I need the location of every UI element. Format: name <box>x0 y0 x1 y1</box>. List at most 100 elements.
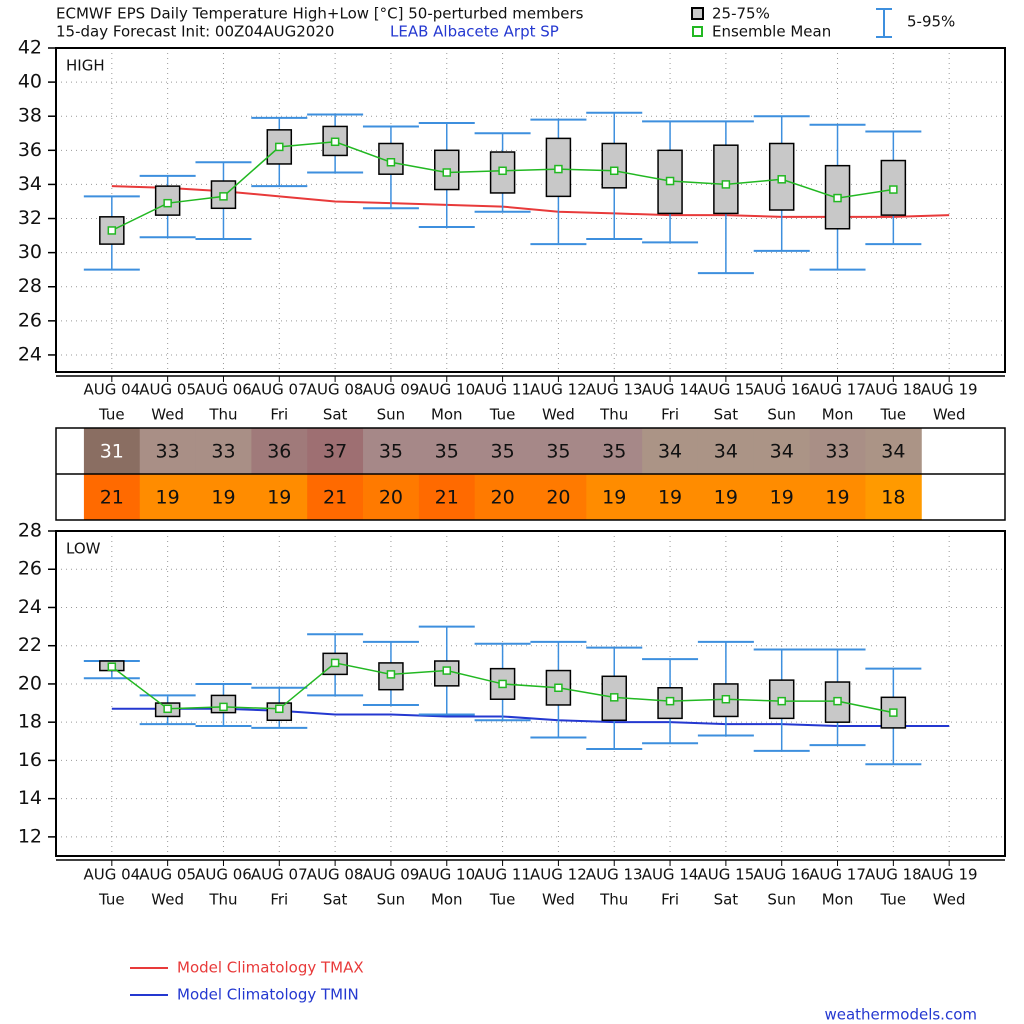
x-weekday-label: Thu <box>208 406 237 424</box>
mean-marker <box>721 694 731 704</box>
mean-marker <box>163 704 172 714</box>
x-tick-label: AUG 07 <box>251 381 308 399</box>
x-tick-label: AUG 08 <box>307 866 364 884</box>
y-tick-label: 36 <box>18 139 42 161</box>
table-value: 19 <box>770 487 794 509</box>
mean-marker <box>554 164 563 174</box>
legend-whisker-label: 5-95% <box>907 13 955 31</box>
table-value: 35 <box>379 441 403 463</box>
table-cell <box>753 474 811 520</box>
table-value: 35 <box>490 441 514 463</box>
mean-marker <box>833 193 842 203</box>
x-weekday-label: Sat <box>714 891 739 909</box>
mean-marker <box>777 175 786 184</box>
x-weekday-label: Fri <box>661 406 679 424</box>
table-cell <box>195 428 252 474</box>
y-tick-label: 38 <box>18 105 42 127</box>
table-cell <box>307 428 364 474</box>
y-tick-label: 24 <box>18 596 42 618</box>
panel-label: HIGH <box>66 57 105 75</box>
y-tick-label: 32 <box>18 207 42 229</box>
table-cell <box>251 428 308 474</box>
iqr-box <box>713 144 739 215</box>
x-tick-label: AUG 11 <box>474 866 531 884</box>
y-tick-label: 30 <box>18 241 42 263</box>
x-tick-label: AUG 04 <box>83 866 140 884</box>
table-value: 19 <box>267 487 291 509</box>
table-cell <box>307 474 364 520</box>
legend-label: Model Climatology TMAX <box>177 959 364 977</box>
x-tick-label: AUG 10 <box>418 381 475 399</box>
table-value: 35 <box>602 441 626 463</box>
x-tick-label: AUG 12 <box>530 866 587 884</box>
table-cell <box>809 474 866 520</box>
legend-box-label: 25-75% <box>712 5 770 23</box>
x-tick-label: AUG 17 <box>809 381 866 399</box>
table-value: 34 <box>714 441 738 463</box>
x-weekday-label: Sun <box>767 406 796 424</box>
mean-marker <box>889 708 898 717</box>
x-weekday-label: Wed <box>542 406 575 424</box>
mean-marker <box>219 702 228 712</box>
y-tick-label: 20 <box>18 672 42 694</box>
table-cell <box>474 428 531 474</box>
footer: weathermodels.com <box>824 1006 977 1024</box>
table-value: 35 <box>435 441 459 463</box>
y-tick-label: 26 <box>18 309 42 331</box>
x-weekday-label: Sun <box>377 891 406 909</box>
x-weekday-label: Mon <box>822 406 854 424</box>
table-cell <box>865 474 922 520</box>
x-tick-label: AUG 18 <box>865 381 922 399</box>
mean-marker <box>665 696 675 706</box>
plot-frame <box>55 530 1006 857</box>
x-weekday-label: Sat <box>714 406 739 424</box>
table-value: 19 <box>211 487 235 509</box>
x-weekday-label: Fri <box>270 891 288 909</box>
x-tick-label: AUG 16 <box>753 866 810 884</box>
x-weekday-label: Tue <box>489 891 516 909</box>
panel-label: LOW <box>66 540 101 558</box>
x-tick-label: AUG 06 <box>195 381 252 399</box>
y-tick-label: 24 <box>18 343 42 365</box>
table-cell <box>865 428 922 474</box>
y-tick-label: 22 <box>18 634 42 656</box>
x-tick-label: AUG 19 <box>921 866 978 884</box>
iqr-box <box>657 687 683 720</box>
x-tick-label: AUG 05 <box>139 866 196 884</box>
mean-marker <box>833 696 842 706</box>
y-tick-label: 14 <box>18 787 42 809</box>
table-cell <box>418 474 476 520</box>
mean-marker <box>219 192 228 201</box>
x-weekday-label: Wed <box>151 406 184 424</box>
table-value: 36 <box>267 441 291 463</box>
y-tick-label: 40 <box>18 71 42 93</box>
table-value: 19 <box>156 487 180 509</box>
mean-marker <box>386 158 396 167</box>
mean-marker <box>275 142 284 152</box>
table-cell <box>697 474 755 520</box>
x-tick-label: AUG 13 <box>586 866 643 884</box>
y-tick-label: 28 <box>18 275 42 297</box>
table-cell <box>809 428 866 474</box>
x-weekday-label: Sun <box>377 406 406 424</box>
legend-mean-label: Ensemble Mean <box>712 23 831 41</box>
x-weekday-label: Mon <box>822 891 854 909</box>
table-cell <box>530 428 587 474</box>
x-tick-label: AUG 09 <box>363 866 420 884</box>
legend-box-icon <box>691 7 704 20</box>
x-tick-label: AUG 18 <box>865 866 922 884</box>
x-tick-label: AUG 06 <box>195 866 252 884</box>
x-tick-label: AUG 15 <box>698 381 755 399</box>
x-tick-label: AUG 04 <box>83 381 140 399</box>
table-value: 21 <box>435 487 459 509</box>
iqr-box <box>601 142 627 189</box>
x-weekday-label: Tue <box>98 406 125 424</box>
table-value: 19 <box>658 487 682 509</box>
x-weekday-label: Wed <box>933 891 966 909</box>
plot-frame <box>55 47 1006 373</box>
x-tick-label: AUG 08 <box>307 381 364 399</box>
mean-marker <box>275 704 284 714</box>
table-cell <box>83 428 141 474</box>
mean-marker <box>609 166 619 176</box>
